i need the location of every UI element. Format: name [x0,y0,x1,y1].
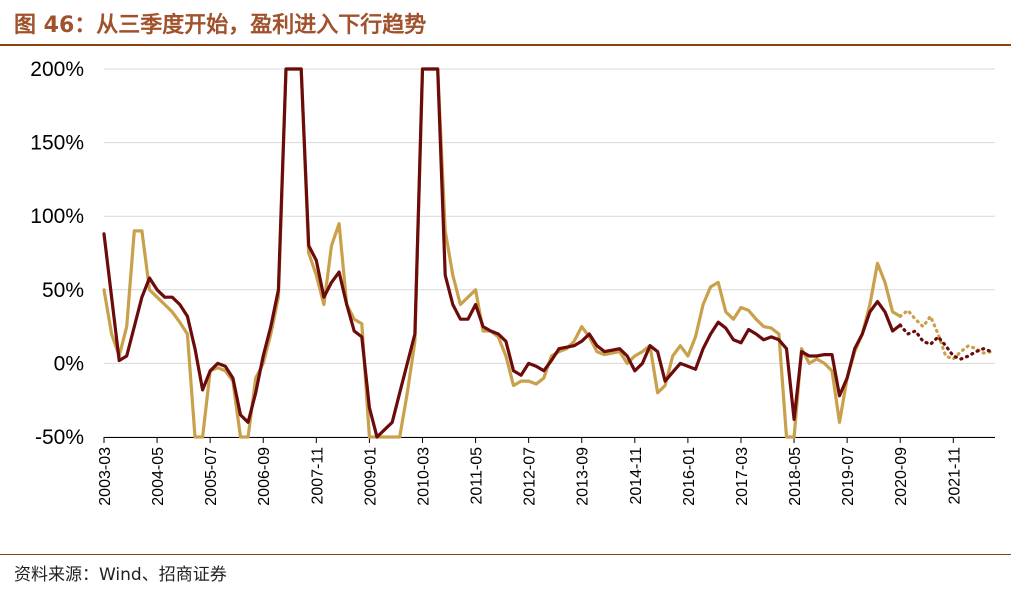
y-tick-label: 100% [30,205,84,228]
x-tick-label: 2005-07 [203,447,220,506]
x-tick-label: 2013-09 [575,447,592,506]
x-tick-label: 2020-09 [893,447,910,506]
x-tick-label: 2016-01 [681,447,698,506]
x-tick-label: 2004-05 [150,447,167,506]
x-tick-label: 2011-05 [469,447,486,505]
x-tick-label: 2019-07 [840,447,857,506]
x-tick-label: 2014-11 [628,447,645,505]
line-chart: 200% 150% 100% 50% 0% -50% 2003-03 2004-05 2005… [30,58,995,506]
y-tick-label: 50% [42,279,84,302]
x-tick-label: 2006-09 [256,447,273,506]
figure-title: 图 46：从三季度开始，盈利进入下行趋势 [14,13,427,38]
y-tick-label: -50% [35,426,84,449]
x-tick-label: 2017-03 [734,447,751,506]
y-tick-label: 150% [30,132,84,155]
x-tick-label: 2012-07 [522,447,539,506]
x-tick-label: 2009-01 [362,447,379,506]
x-tick-label: 2010-03 [415,447,432,506]
series-line [102,67,902,439]
x-tick-label: 2018-05 [787,447,804,506]
series-lines [102,67,993,439]
x-tick-label: 2007-11 [309,447,326,505]
y-axis-ticks: 200% 150% 100% 50% 0% -50% [30,58,84,449]
series-forecast-line [898,323,993,361]
gridlines [104,68,995,438]
footer-rule [0,554,1011,555]
title-rule [0,44,1011,46]
x-axis-ticks: 2003-03 2004-05 2005-07 2006-09 2007-11 2009-… [97,437,995,506]
x-tick-label: 2003-03 [97,447,114,506]
y-tick-label: 0% [54,352,84,375]
x-tick-label: 2021-11 [946,447,963,505]
source-note: 资料来源：Wind、招商证券 [14,565,227,585]
series-line [102,67,902,439]
y-tick-label: 200% [30,58,84,81]
